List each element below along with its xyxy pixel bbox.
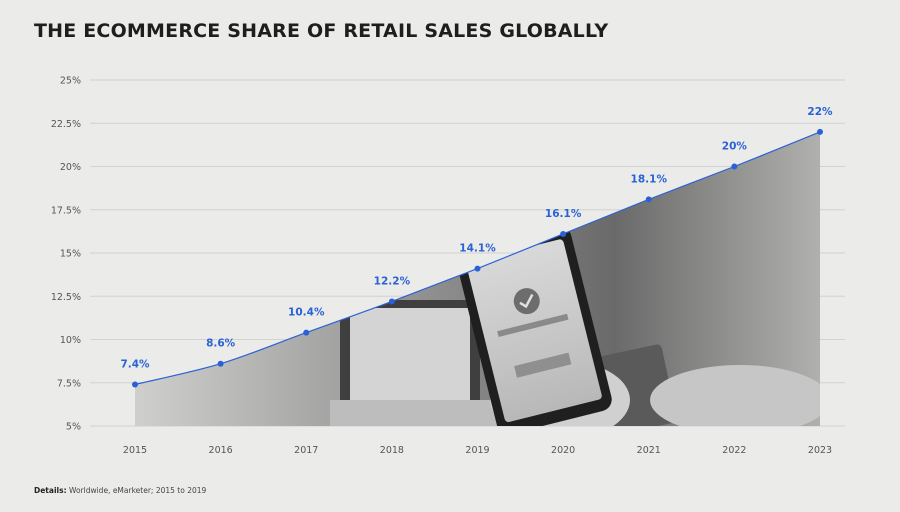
x-tick-label: 2015 [123, 445, 147, 456]
y-axis: 5% 7.5% 10% 12.5% 15% 17.5% 20% 22.5% 25% [51, 76, 81, 433]
data-point [132, 381, 138, 388]
data-point [303, 329, 310, 336]
y-tick-label: 25% [60, 76, 81, 87]
data-label: 18.1% [631, 173, 668, 185]
data-point [388, 298, 395, 305]
data-label: 12.2% [374, 275, 411, 287]
data-point [645, 196, 652, 203]
y-tick-label: 7.5% [57, 378, 81, 389]
hand-shape-2 [650, 365, 820, 426]
x-tick-label: 2017 [294, 445, 318, 456]
x-tick-label: 2019 [465, 445, 489, 456]
data-label: 16.1% [545, 208, 582, 220]
data-point [817, 128, 823, 135]
footnote-label: Details: [34, 486, 67, 495]
data-labels: 7.4% 8.6% 10.4% 12.2% 14.1% 16.1% 18.1% 20% 22% [120, 106, 833, 371]
y-tick-label: 15% [60, 249, 81, 260]
data-label: 7.4% [120, 358, 150, 370]
area-fill [135, 131, 820, 426]
x-tick-label: 2018 [380, 445, 404, 456]
y-tick-label: 12.5% [51, 292, 81, 303]
x-tick-label: 2023 [808, 445, 832, 456]
chart-title: THE ECOMMERCE SHARE OF RETAIL SALES GLOB… [34, 20, 609, 42]
y-tick-label: 17.5% [51, 205, 81, 216]
y-tick-label: 20% [60, 162, 81, 173]
data-point [217, 360, 224, 367]
data-point [731, 163, 738, 170]
x-tick-label: 2016 [209, 445, 233, 456]
data-point [474, 265, 481, 272]
data-label: 20% [722, 141, 748, 153]
x-tick-label: 2021 [637, 445, 661, 456]
data-label: 14.1% [459, 243, 496, 255]
laptop-display-shape [350, 308, 470, 408]
y-tick-label: 22.5% [51, 119, 81, 130]
data-label: 8.6% [206, 338, 236, 350]
y-tick-label: 5% [66, 422, 81, 433]
footnote-text: Worldwide, eMarketer; 2015 to 2019 [68, 486, 207, 495]
y-tick-label: 10% [60, 335, 81, 346]
footnote: Details: Worldwide, eMarketer; 2015 to 2… [34, 486, 206, 495]
data-label: 22% [807, 106, 833, 118]
x-tick-label: 2020 [551, 445, 575, 456]
laptop-keyboard-shape [330, 400, 520, 426]
x-tick-label: 2022 [722, 445, 746, 456]
x-axis: 2015 2016 2017 2018 2019 2020 2021 2022 2023 [123, 445, 832, 456]
phone-shape [456, 226, 612, 426]
data-points [132, 128, 823, 388]
data-point [560, 230, 567, 237]
data-label: 10.4% [288, 307, 325, 319]
